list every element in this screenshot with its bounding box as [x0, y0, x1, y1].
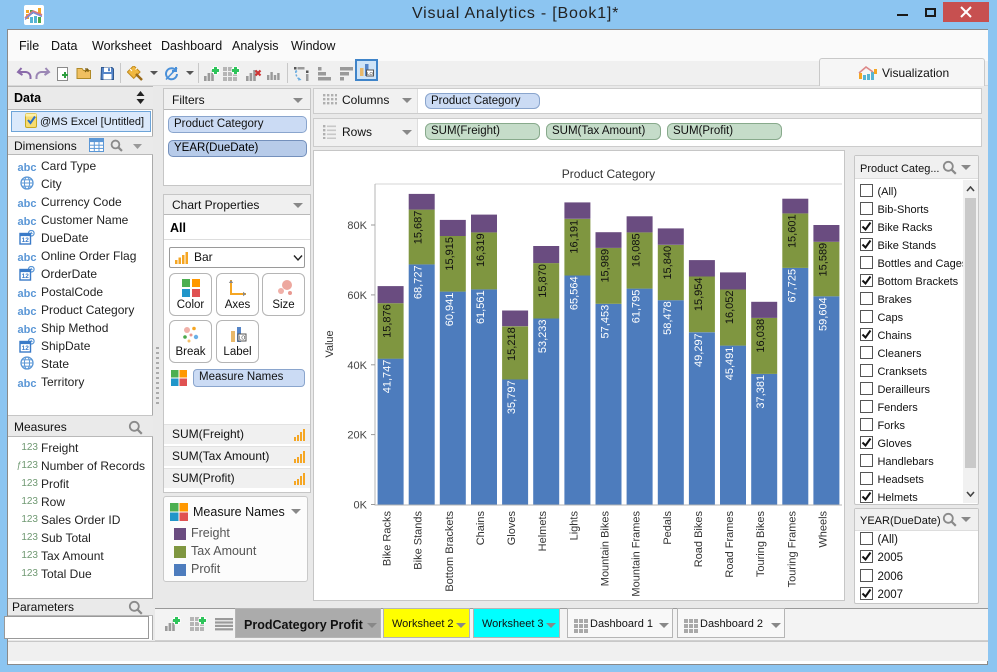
svg-text:15,989: 15,989 — [600, 249, 612, 283]
svg-text:Helmets: Helmets — [537, 510, 549, 551]
svg-text:Value: Value — [324, 330, 336, 357]
svg-text:12: 12 — [22, 345, 30, 352]
svg-text:15,601: 15,601 — [786, 214, 798, 248]
svg-text:65,564: 65,564 — [568, 276, 580, 310]
svg-text:16,038: 16,038 — [755, 319, 767, 353]
svg-text:Wheels: Wheels — [817, 510, 829, 547]
svg-text:40K: 40K — [347, 360, 367, 372]
svg-text:15,589: 15,589 — [817, 243, 829, 277]
svg-text:60K: 60K — [347, 290, 367, 302]
svg-text:80K: 80K — [347, 220, 367, 232]
svg-text:Mountain Frames: Mountain Frames — [631, 510, 643, 596]
svg-text:15,687: 15,687 — [413, 211, 425, 245]
svg-text:12: 12 — [22, 237, 30, 244]
svg-text:15,876: 15,876 — [382, 304, 394, 338]
svg-text:0K: 0K — [354, 500, 368, 512]
svg-text:15,870: 15,870 — [537, 264, 549, 298]
svg-text:16,319: 16,319 — [475, 233, 487, 267]
svg-text:60,941: 60,941 — [444, 293, 456, 327]
svg-text:LO: LO — [238, 336, 245, 342]
svg-text:15,840: 15,840 — [662, 246, 674, 280]
svg-text:Touring Frames: Touring Frames — [786, 511, 798, 588]
svg-text:16,191: 16,191 — [568, 220, 580, 254]
svg-text:53,233: 53,233 — [537, 320, 549, 354]
svg-text:Chains: Chains — [475, 511, 487, 546]
svg-text:59,604: 59,604 — [817, 297, 829, 331]
svg-text:20K: 20K — [347, 430, 367, 442]
svg-text:37,381: 37,381 — [755, 375, 767, 409]
svg-text:Mountain Bikes: Mountain Bikes — [600, 511, 612, 587]
svg-text:Road Bikes: Road Bikes — [693, 511, 705, 568]
svg-text:61,561: 61,561 — [475, 290, 487, 324]
svg-text:15,915: 15,915 — [444, 237, 456, 271]
svg-text:35,797: 35,797 — [506, 380, 518, 414]
svg-text:41,747: 41,747 — [382, 360, 394, 394]
svg-text:15,218: 15,218 — [506, 327, 518, 361]
svg-text:61,795: 61,795 — [631, 290, 643, 324]
svg-text:16,085: 16,085 — [631, 233, 643, 267]
svg-text:Gloves: Gloves — [506, 511, 518, 546]
svg-text:Bike Racks: Bike Racks — [382, 511, 394, 567]
svg-text:Product Category: Product Category — [562, 167, 655, 181]
svg-text:67,725: 67,725 — [786, 269, 798, 303]
svg-text:68,727: 68,727 — [413, 265, 425, 299]
svg-text:45,491: 45,491 — [724, 347, 736, 381]
svg-text:15,954: 15,954 — [693, 278, 705, 312]
svg-text:Road Frames: Road Frames — [724, 510, 736, 577]
svg-text:Pedals: Pedals — [662, 511, 674, 545]
svg-text:57,453: 57,453 — [600, 305, 612, 339]
svg-text:16,052: 16,052 — [724, 291, 736, 325]
svg-text:LO: LO — [367, 71, 374, 76]
svg-text:Lights: Lights — [568, 511, 580, 541]
svg-text:58,478: 58,478 — [662, 301, 674, 335]
svg-text:Bike Stands: Bike Stands — [413, 511, 425, 570]
svg-text:12: 12 — [22, 273, 30, 280]
svg-text:Touring Bikes: Touring Bikes — [755, 511, 767, 578]
svg-text:49,297: 49,297 — [693, 333, 705, 367]
svg-text:Bottom Brackets: Bottom Brackets — [444, 510, 456, 591]
